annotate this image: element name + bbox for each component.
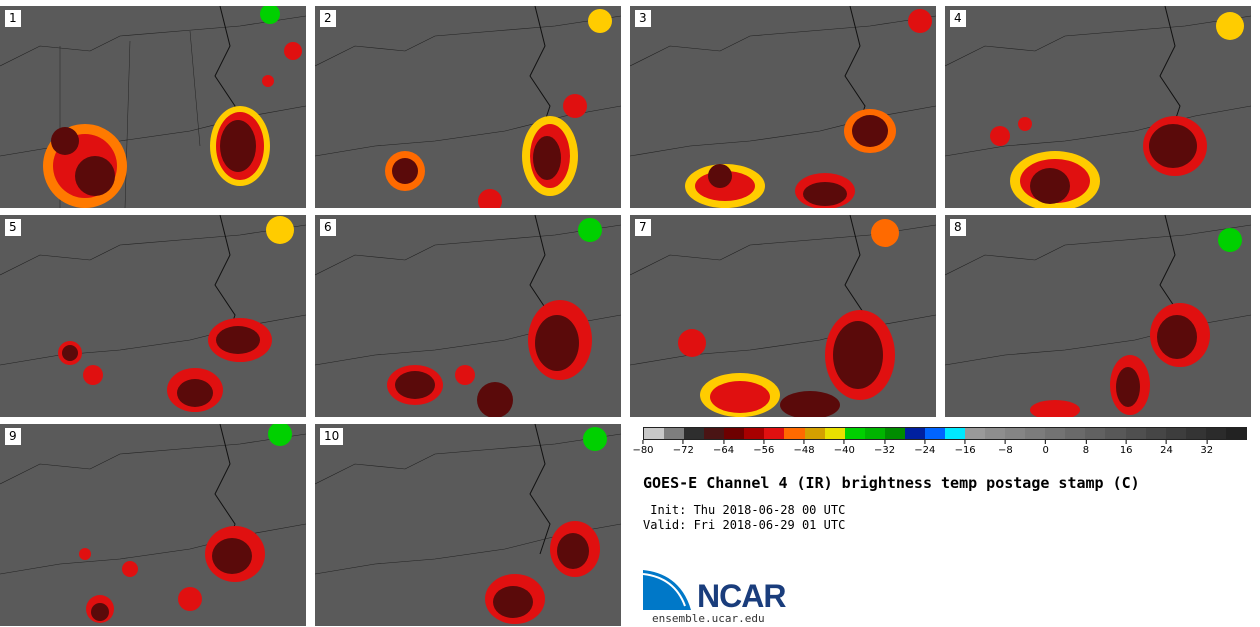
colorbar-swatch bbox=[904, 428, 925, 439]
colorbar-swatch bbox=[724, 428, 745, 439]
map-panel-10: 10 bbox=[315, 424, 621, 626]
colorbar-swatch bbox=[944, 428, 965, 439]
colorbar-swatch bbox=[924, 428, 945, 439]
colorbar-swatch bbox=[804, 428, 825, 439]
ncar-logo-icon bbox=[643, 570, 691, 610]
colorbar-swatch bbox=[824, 428, 845, 439]
colorbar-swatch bbox=[1045, 428, 1066, 439]
colorbar bbox=[643, 427, 1247, 440]
map-panel-8: 8 bbox=[945, 215, 1251, 417]
colorbar-swatch bbox=[1105, 428, 1126, 439]
panel-label: 1 bbox=[5, 10, 21, 27]
panel-label: 7 bbox=[635, 219, 651, 236]
panel-label: 5 bbox=[5, 219, 21, 236]
colorbar-tick-label: −56 bbox=[753, 440, 774, 456]
colorbar-tick-label: 0 bbox=[1042, 440, 1048, 456]
colorbar-swatch bbox=[985, 428, 1006, 439]
colorbar-tick-label: −48 bbox=[794, 440, 815, 456]
panel-label: 4 bbox=[950, 10, 966, 27]
colorbar-tick-label: −8 bbox=[998, 440, 1013, 456]
colorbar-tick-label: 24 bbox=[1160, 440, 1173, 456]
colorbar-swatch bbox=[644, 428, 665, 439]
panel-label: 2 bbox=[320, 10, 336, 27]
map-panel-1: 1 bbox=[0, 6, 306, 208]
map-panel-7: 7 bbox=[630, 215, 936, 417]
colorbar-tick-label: 8 bbox=[1083, 440, 1089, 456]
colorbar-swatch bbox=[1005, 428, 1026, 439]
panel-label: 3 bbox=[635, 10, 651, 27]
init-time: Init: Thu 2018-06-28 00 UTC bbox=[643, 503, 846, 517]
colorbar-swatch bbox=[1065, 428, 1086, 439]
panel-label: 6 bbox=[320, 219, 336, 236]
page-title: GOES-E Channel 4 (IR) brightness temp po… bbox=[643, 474, 1140, 492]
colorbar-swatch bbox=[844, 428, 865, 439]
colorbar-swatch bbox=[884, 428, 905, 439]
map-panel-6: 6 bbox=[315, 215, 621, 417]
colorbar-swatch bbox=[1185, 428, 1206, 439]
colorbar-tick-label: −72 bbox=[673, 440, 694, 456]
panel-label: 8 bbox=[950, 219, 966, 236]
panel-label: 10 bbox=[320, 428, 344, 445]
colorbar-swatch bbox=[664, 428, 685, 439]
colorbar-tick-label: −64 bbox=[713, 440, 734, 456]
logo-text: NCAR bbox=[697, 578, 786, 614]
colorbar-swatch bbox=[684, 428, 705, 439]
map-panel-4: 4 bbox=[945, 6, 1251, 208]
colorbar-swatch bbox=[1085, 428, 1106, 439]
colorbar-swatch bbox=[1205, 428, 1226, 439]
colorbar-swatch bbox=[965, 428, 986, 439]
colorbar-tick-label: −80 bbox=[632, 440, 653, 456]
colorbar-swatch bbox=[1025, 428, 1046, 439]
colorbar-tick-label: −32 bbox=[874, 440, 895, 456]
colorbar-swatch bbox=[864, 428, 885, 439]
map-panel-2: 2 bbox=[315, 6, 621, 208]
colorbar-tick-label: −16 bbox=[955, 440, 976, 456]
colorbar-swatch bbox=[744, 428, 765, 439]
colorbar-tick-label: 16 bbox=[1120, 440, 1133, 456]
colorbar-swatch bbox=[764, 428, 785, 439]
colorbar-swatch bbox=[1225, 428, 1246, 439]
colorbar-tick-label: −24 bbox=[914, 440, 935, 456]
colorbar-tick-label: −40 bbox=[834, 440, 855, 456]
colorbar-swatch bbox=[1165, 428, 1186, 439]
colorbar-swatch bbox=[1145, 428, 1166, 439]
colorbar-tick-label: 32 bbox=[1200, 440, 1213, 456]
valid-time: Valid: Fri 2018-06-29 01 UTC bbox=[643, 518, 846, 532]
map-panel-5: 5 bbox=[0, 215, 306, 417]
map-panel-3: 3 bbox=[630, 6, 936, 208]
logo-url: ensemble.ucar.edu bbox=[652, 612, 765, 625]
colorbar-swatch bbox=[784, 428, 805, 439]
colorbar-ticks: −80 −72 −64 −56 −48 −40 −32 −24 −16 −8 0 8 16 24 32 bbox=[632, 440, 1247, 460]
colorbar-swatch bbox=[704, 428, 725, 439]
map-panel-9: 9 bbox=[0, 424, 306, 626]
colorbar-swatch bbox=[1125, 428, 1146, 439]
panel-label: 9 bbox=[5, 428, 21, 445]
